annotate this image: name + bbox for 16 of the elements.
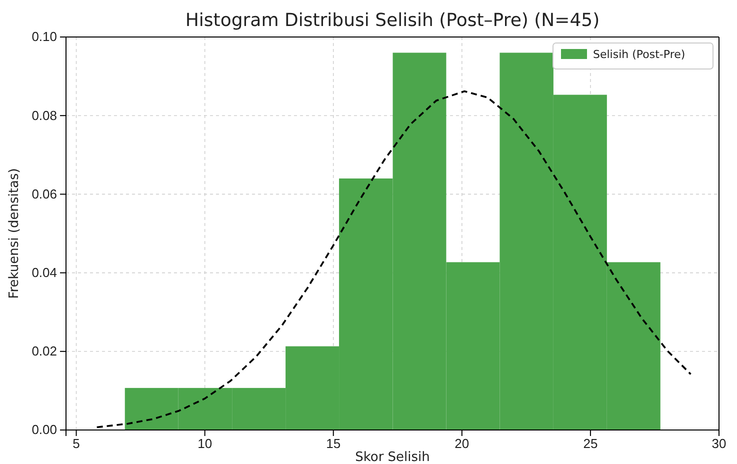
- x-tick-label: 15: [326, 436, 341, 452]
- x-tick-label: 25: [583, 436, 598, 452]
- y-tick-label: 0.02: [32, 344, 57, 359]
- chart-title: Histogram Distribusi Selisih (Post–Pre) (N=45): [185, 10, 600, 31]
- y-tick-label: 0.06: [32, 186, 57, 202]
- y-axis-title: Frekuensi (densitas): [7, 168, 22, 299]
- y-tick-label: 0.08: [32, 108, 57, 123]
- y-tick-label: 0.00: [32, 422, 57, 438]
- y-tick-label: 0.10: [32, 29, 57, 44]
- x-tick-label: 20: [454, 436, 470, 452]
- x-tick-label: 30: [712, 436, 726, 452]
- x-axis-title: Skor Selisih: [355, 450, 430, 464]
- y-tick-label: 0.04: [32, 264, 57, 280]
- x-tick-label: 10: [198, 436, 212, 452]
- x-tick-label: 5: [72, 436, 80, 452]
- legend-label: Selisih (Post-Pre): [593, 48, 686, 61]
